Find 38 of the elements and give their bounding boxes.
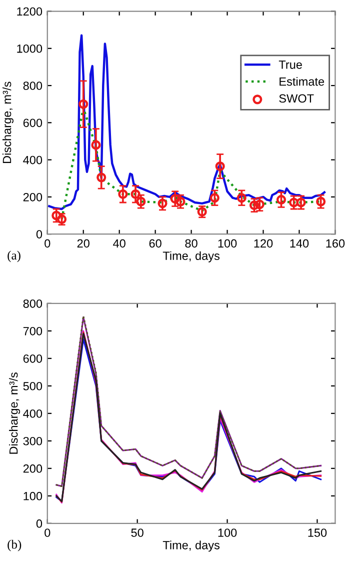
y-tick-label: 0 <box>36 519 42 528</box>
y-tick-label: 800 <box>23 299 42 308</box>
y-tick-label: 600 <box>23 118 42 128</box>
legend-label: True <box>278 60 302 69</box>
y-tick-label: 500 <box>23 382 42 390</box>
y-tick-label: 0 <box>36 230 42 238</box>
x-tick-label: 20 <box>77 239 90 248</box>
legend-label: SWOT <box>279 94 314 103</box>
y-axis-title: Discharge, m³/s <box>9 372 20 454</box>
y-tick-label: 400 <box>23 156 42 164</box>
y-tick-label: 300 <box>23 436 42 446</box>
y-tick-label: 1000 <box>17 44 42 53</box>
y-tick-label: 800 <box>23 82 42 90</box>
y-tick-label: 400 <box>23 409 42 418</box>
x-tick-label: 40 <box>113 239 126 248</box>
y-tick-label: 700 <box>23 326 42 336</box>
x-axis-title: Time, days <box>162 540 220 552</box>
x-tick-label: 120 <box>254 239 273 248</box>
y-tick-label: 100 <box>24 492 42 500</box>
x-tick-label: 100 <box>218 528 237 537</box>
x-tick-label: 100 <box>218 239 237 248</box>
x-tick-label: 50 <box>131 528 144 537</box>
legend-label: Estimate <box>280 77 324 86</box>
y-tick-label: 200 <box>23 192 42 202</box>
x-tick-label: 80 <box>185 239 198 248</box>
text: (a) <box>8 250 20 262</box>
y-tick-label: 200 <box>23 464 42 473</box>
x-tick-label: 0 <box>44 528 50 537</box>
y-axis-title: Discharge, m³/s <box>2 82 14 164</box>
x-tick-label: 140 <box>290 239 309 248</box>
x-tick-label: 0 <box>44 239 50 248</box>
x-tick-label: 60 <box>149 239 162 248</box>
text: (b) <box>8 540 22 552</box>
x-tick-label: 150 <box>308 528 327 537</box>
y-tick-label: 600 <box>23 354 42 363</box>
y-tick-label: 1200 <box>17 7 42 16</box>
x-tick-label: 160 <box>326 239 345 248</box>
x-axis-title: Time, days <box>162 251 220 262</box>
